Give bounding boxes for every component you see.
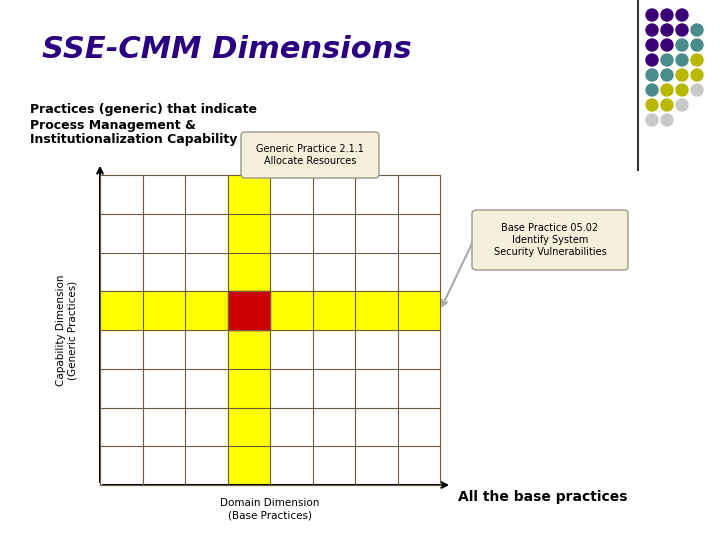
Circle shape: [691, 54, 703, 66]
Bar: [228, 175, 270, 485]
Circle shape: [646, 9, 658, 21]
Text: Domain Dimension
(Base Practices): Domain Dimension (Base Practices): [220, 498, 320, 520]
Circle shape: [646, 54, 658, 66]
Text: Generic Practice 2.1.1
Allocate Resources: Generic Practice 2.1.1 Allocate Resource…: [256, 144, 364, 166]
Circle shape: [691, 24, 703, 36]
Circle shape: [676, 69, 688, 81]
Circle shape: [661, 114, 673, 126]
Circle shape: [676, 99, 688, 111]
Bar: [100, 291, 440, 330]
Text: Institutionalization Capability: Institutionalization Capability: [30, 133, 238, 146]
Text: SSE-CMM Dimensions: SSE-CMM Dimensions: [42, 36, 412, 64]
Circle shape: [646, 84, 658, 96]
Circle shape: [676, 24, 688, 36]
Circle shape: [646, 24, 658, 36]
Circle shape: [661, 9, 673, 21]
Text: Process Management &: Process Management &: [30, 118, 196, 132]
Circle shape: [676, 39, 688, 51]
Circle shape: [646, 69, 658, 81]
FancyBboxPatch shape: [472, 210, 628, 270]
Text: Base Practice 05.02
Identify System
Security Vulnerabilities: Base Practice 05.02 Identify System Secu…: [494, 224, 606, 256]
Circle shape: [691, 84, 703, 96]
FancyBboxPatch shape: [241, 132, 379, 178]
Circle shape: [691, 39, 703, 51]
Circle shape: [661, 39, 673, 51]
Circle shape: [661, 69, 673, 81]
Text: All the base practices: All the base practices: [458, 490, 628, 504]
Circle shape: [646, 39, 658, 51]
Circle shape: [661, 84, 673, 96]
Circle shape: [661, 54, 673, 66]
Circle shape: [676, 54, 688, 66]
Circle shape: [676, 9, 688, 21]
Circle shape: [661, 99, 673, 111]
Text: Practices (generic) that indicate: Practices (generic) that indicate: [30, 104, 257, 117]
Circle shape: [661, 24, 673, 36]
Circle shape: [676, 84, 688, 96]
Circle shape: [646, 99, 658, 111]
Circle shape: [691, 69, 703, 81]
Bar: [228, 291, 270, 330]
Text: Capability Dimension
(Generic Practices): Capability Dimension (Generic Practices): [56, 274, 78, 386]
Circle shape: [646, 114, 658, 126]
